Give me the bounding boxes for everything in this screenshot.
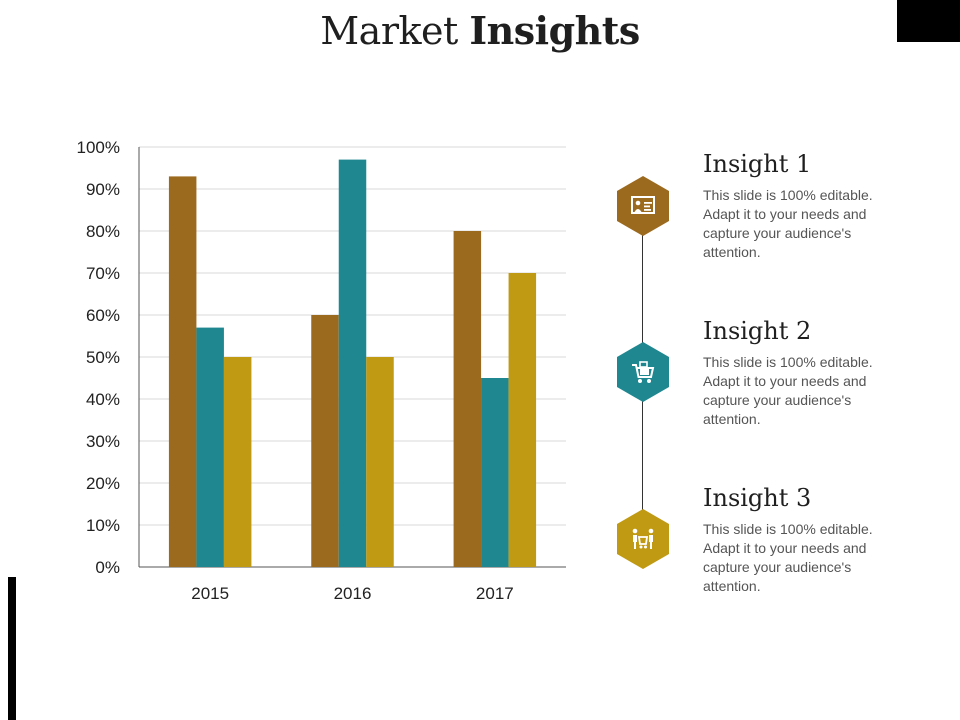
y-tick-label: 0% bbox=[95, 558, 120, 577]
title-regular: Market bbox=[320, 9, 458, 53]
insight-2-title: Insight 2 bbox=[703, 317, 812, 345]
side-decoration-bar bbox=[8, 577, 16, 720]
insight-1-hex-badge bbox=[617, 176, 669, 236]
y-tick-label: 30% bbox=[86, 432, 120, 451]
y-tick-label: 60% bbox=[86, 306, 120, 325]
people-shopping-icon bbox=[632, 528, 654, 549]
y-tick-label: 100% bbox=[77, 138, 120, 157]
bar-2017-series-2 bbox=[481, 378, 509, 567]
insight-1-title: Insight 1 bbox=[703, 150, 812, 178]
title-bold: Insights bbox=[469, 8, 640, 53]
y-tick-label: 40% bbox=[86, 390, 120, 409]
insight-3-title: Insight 3 bbox=[703, 484, 812, 512]
y-tick-label: 90% bbox=[86, 180, 120, 199]
y-tick-label: 70% bbox=[86, 264, 120, 283]
x-tick-label: 2017 bbox=[476, 584, 514, 603]
bar-2017-series-3 bbox=[508, 273, 537, 567]
bar-2015-series-3 bbox=[223, 357, 252, 567]
insight-2-hex-badge bbox=[617, 342, 669, 402]
y-tick-label: 20% bbox=[86, 474, 120, 493]
x-tick-label: 2016 bbox=[334, 584, 372, 603]
y-tick-label: 50% bbox=[86, 348, 120, 367]
bar-2016-series-3 bbox=[366, 357, 394, 567]
bar-2016-series-2 bbox=[338, 159, 367, 567]
insight-3-hex-badge bbox=[617, 509, 669, 569]
insight-1-text: This slide is 100% editable. Adapt it to… bbox=[703, 187, 873, 260]
y-tick-label: 10% bbox=[86, 516, 120, 535]
x-tick-label: 2015 bbox=[191, 584, 229, 603]
insight-3-text: This slide is 100% editable. Adapt it to… bbox=[703, 521, 873, 594]
corner-decoration bbox=[897, 0, 960, 42]
bar-2016-series-1 bbox=[311, 315, 339, 567]
bar-2017-series-1 bbox=[453, 231, 482, 567]
y-tick-label: 80% bbox=[86, 222, 120, 241]
bar-2015-series-2 bbox=[196, 327, 224, 567]
bar-2015-series-1 bbox=[168, 176, 197, 567]
presentation-board-icon bbox=[631, 196, 655, 214]
shopping-cart-gift-icon bbox=[632, 361, 655, 383]
page-title: Market Insights bbox=[0, 8, 960, 53]
insight-2-text: This slide is 100% editable. Adapt it to… bbox=[703, 354, 873, 427]
